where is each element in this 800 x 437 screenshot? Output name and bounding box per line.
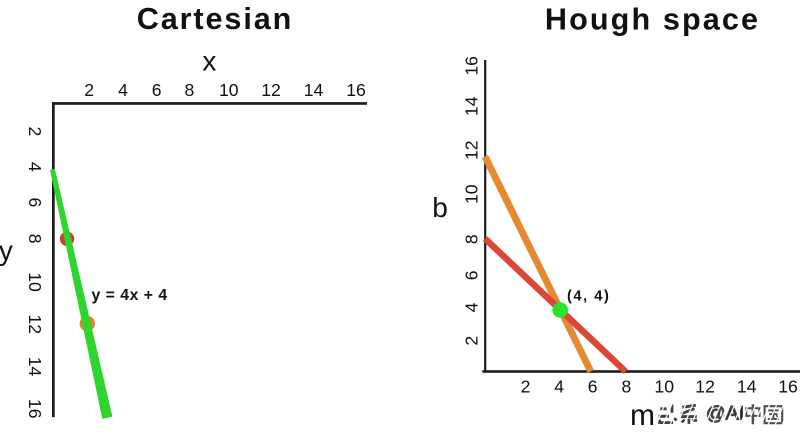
svg-text:4: 4 — [554, 377, 564, 397]
svg-text:16: 16 — [778, 377, 798, 397]
svg-text:10: 10 — [462, 184, 482, 204]
svg-text:6: 6 — [25, 198, 45, 208]
svg-text:4: 4 — [462, 302, 482, 312]
svg-text:6: 6 — [462, 270, 482, 280]
svg-text:(4, 4): (4, 4) — [567, 289, 610, 305]
svg-text:4: 4 — [118, 80, 128, 100]
svg-text:2: 2 — [25, 127, 45, 137]
svg-text:m: m — [630, 399, 655, 432]
svg-text:8: 8 — [462, 234, 482, 244]
svg-text:Hough space: Hough space — [545, 3, 760, 37]
svg-text:8: 8 — [622, 377, 632, 397]
svg-text:6: 6 — [152, 80, 162, 100]
svg-text:12: 12 — [261, 80, 281, 100]
svg-text:14: 14 — [462, 96, 482, 116]
svg-text:2: 2 — [462, 336, 482, 346]
svg-text:14: 14 — [304, 80, 324, 100]
svg-text:2: 2 — [521, 377, 531, 397]
svg-text:16: 16 — [346, 80, 366, 100]
svg-text:8: 8 — [185, 80, 195, 100]
svg-text:16: 16 — [462, 56, 482, 76]
svg-text:12: 12 — [25, 315, 45, 335]
svg-text:16: 16 — [25, 399, 45, 419]
svg-text:x: x — [202, 46, 216, 77]
svg-text:10: 10 — [219, 80, 239, 100]
svg-text:14: 14 — [25, 357, 45, 377]
svg-text:4: 4 — [25, 162, 45, 172]
svg-text:6: 6 — [588, 377, 598, 397]
svg-text:y = 4x + 4: y = 4x + 4 — [92, 287, 168, 304]
svg-text:y: y — [0, 235, 13, 266]
svg-text:14: 14 — [737, 377, 757, 397]
svg-text:8: 8 — [25, 234, 45, 244]
svg-text:10: 10 — [25, 272, 45, 292]
svg-text:2: 2 — [84, 80, 94, 100]
svg-text:12: 12 — [462, 140, 482, 160]
svg-text:b: b — [432, 192, 448, 223]
svg-text:10: 10 — [654, 377, 674, 397]
svg-text:12: 12 — [695, 377, 715, 397]
svg-text:Cartesian: Cartesian — [137, 2, 294, 36]
